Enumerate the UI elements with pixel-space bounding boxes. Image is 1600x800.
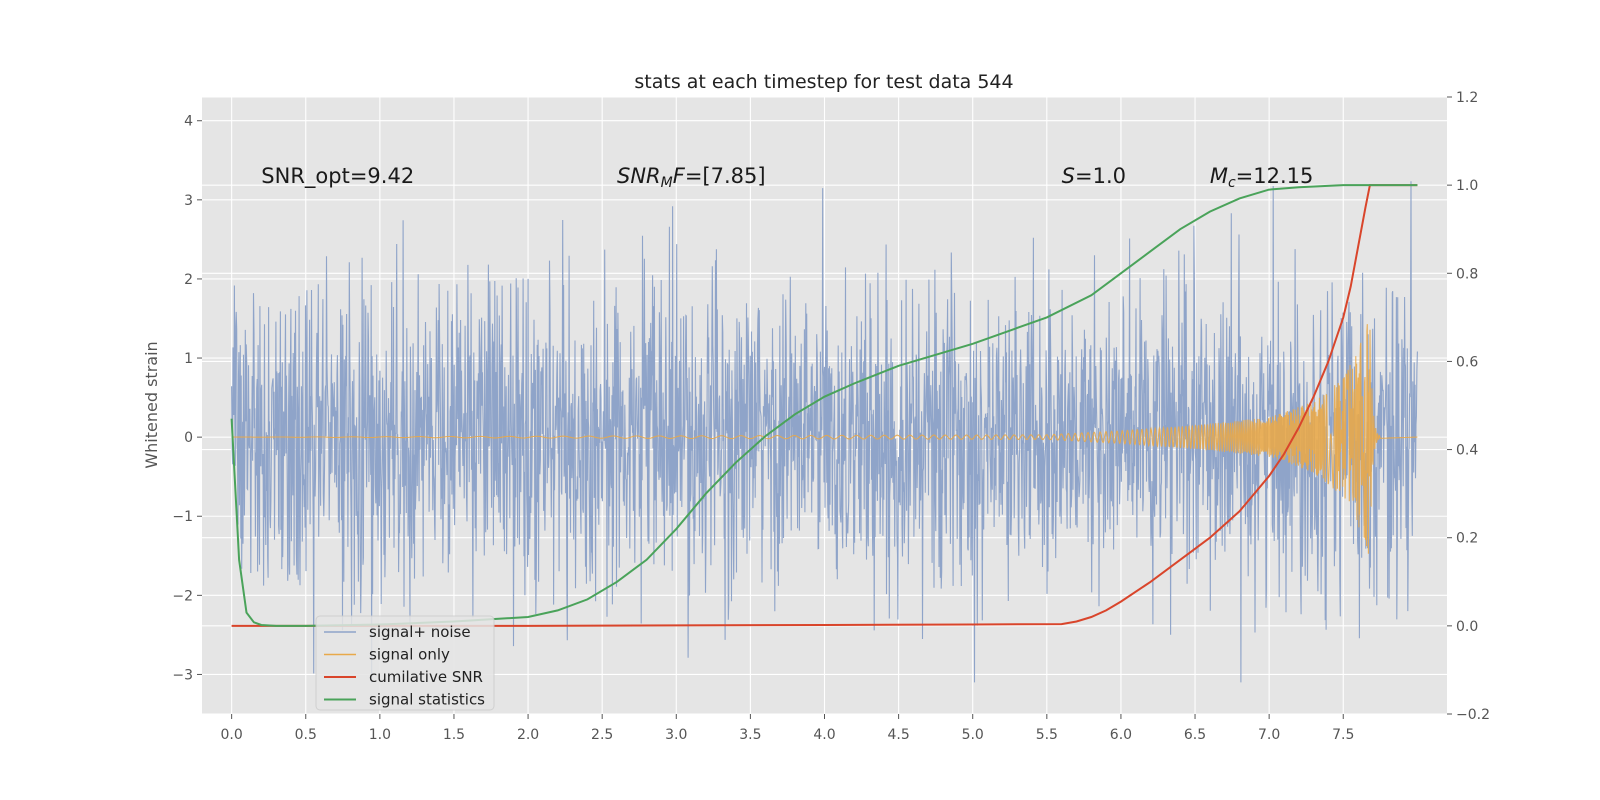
y-axis-label: Whitened strain — [142, 341, 161, 468]
x-tick-label: 0.0 — [221, 727, 243, 743]
y2-tick-label: 0.4 — [1456, 443, 1478, 459]
legend-label: signal only — [369, 646, 450, 664]
x-tick-label: 7.5 — [1332, 727, 1354, 743]
series-line — [230, 184, 1418, 627]
signal-noise-series — [231, 181, 1418, 683]
annotation-text: SNRMF=[7.85] — [617, 164, 766, 191]
y-tick-label: 1 — [184, 351, 193, 367]
annotation-text: Mc=12.15 — [1210, 164, 1314, 191]
signal-only-line — [231, 324, 1418, 554]
x-tick-label: 4.0 — [813, 727, 835, 743]
y-tick-label: 4 — [184, 114, 193, 130]
x-tick-label: 2.0 — [517, 727, 539, 743]
y2-tick-label: 0.8 — [1456, 266, 1478, 282]
y-tick-label: 3 — [184, 193, 193, 209]
legend-label: signal statistics — [369, 691, 485, 709]
signal-noise-line — [231, 181, 1418, 683]
y2-tick-label: 0.6 — [1456, 354, 1478, 370]
x-tick-label: 1.5 — [443, 727, 465, 743]
y-tick-label: −2 — [172, 588, 193, 604]
axes: 0.0 0.5 1.0 1.5 2.0 2.5 3.0 3.5 4.0 4.5 5.0 5.5 6.0 6… — [172, 90, 1490, 743]
y2-tick-label: 1.0 — [1456, 178, 1478, 194]
y-tick-label: 0 — [184, 430, 193, 446]
x-tick-label: 2.5 — [591, 727, 613, 743]
legend-box — [315, 615, 495, 711]
annotation-text: S=1.0 — [1062, 164, 1126, 188]
x-tick-label: 6.0 — [1110, 727, 1132, 743]
x-tick-label: 0.5 — [295, 727, 317, 743]
y-tick-label: −3 — [172, 667, 193, 683]
y-tick-label: −1 — [172, 509, 193, 525]
chart-title: stats at each timestep for test data 544 — [634, 71, 1013, 93]
x-tick-label: 5.0 — [962, 727, 984, 743]
x-tick-label: 6.5 — [1184, 727, 1206, 743]
legend-label: signal+ noise — [369, 623, 471, 641]
annotations: SNR_opt=9.42 SNRMF=[7.85] S=1.0 Mc=12.15 — [261, 164, 1313, 191]
signal-only-series — [231, 324, 1418, 554]
stat-lines — [230, 184, 1418, 627]
y2-tick-label: 1.2 — [1456, 90, 1478, 106]
x-tick-label: 4.5 — [887, 727, 909, 743]
annotation-text: SNR_opt=9.42 — [261, 164, 414, 189]
x-tick-label: 3.0 — [665, 727, 687, 743]
y2-tick-label: 0.2 — [1456, 531, 1478, 547]
x-tick-label: 5.5 — [1036, 727, 1058, 743]
x-tick-label: 1.0 — [369, 727, 391, 743]
y-tick-label: 2 — [184, 272, 193, 288]
x-tick-label: 7.0 — [1258, 727, 1280, 743]
series-line — [231, 184, 1418, 627]
y2-tick-label: 0.0 — [1456, 619, 1478, 635]
legend-label: cumilative SNR — [369, 668, 483, 686]
x-tick-label: 3.5 — [739, 727, 761, 743]
legend: signal+ noise signal only cumilative SNR si… — [315, 615, 495, 711]
y2-tick-label: −0.2 — [1456, 707, 1490, 723]
